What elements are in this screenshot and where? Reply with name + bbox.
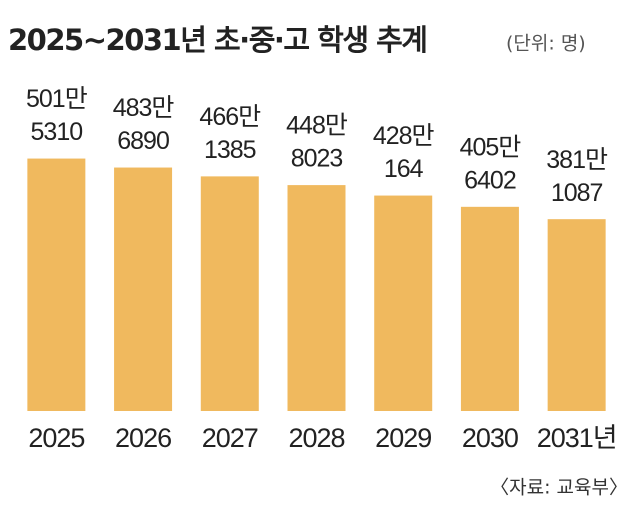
x-tick-label: 2028: [288, 423, 344, 453]
chart-source: 〈자료: 교육부〉: [490, 477, 628, 499]
x-tick-label: 2030: [462, 423, 518, 453]
bar: [287, 185, 346, 411]
x-tick-label: 2031년: [537, 423, 617, 453]
x-tick-label: 2027: [202, 423, 258, 453]
bar: [114, 167, 173, 411]
value-label: 428만: [373, 122, 435, 150]
value-label: 1087: [551, 179, 603, 207]
value-label: 501만: [26, 85, 88, 113]
value-label: 466만: [199, 103, 261, 131]
value-label: 448만: [286, 112, 348, 140]
bar: [374, 195, 433, 411]
x-tick-label: 2025: [28, 423, 84, 453]
x-tick-label: 2029: [375, 423, 431, 453]
value-label: 483만: [113, 94, 175, 122]
chart-unit: (단위: 명): [506, 33, 586, 55]
bar: [200, 176, 259, 411]
bar: [547, 219, 606, 411]
bar: [27, 158, 86, 411]
value-label: 164: [384, 155, 424, 183]
value-label: 381만: [546, 146, 608, 174]
chart-title: 2025~2031년 초·중·고 학생 추계: [8, 23, 427, 57]
value-label: 1385: [204, 136, 256, 164]
value-label: 6402: [464, 166, 516, 194]
x-tick-label: 2026: [115, 423, 171, 453]
bar: [460, 206, 519, 411]
value-label: 5310: [31, 118, 83, 146]
value-label: 6890: [117, 127, 169, 155]
value-label: 405만: [460, 133, 522, 161]
value-label: 8023: [291, 145, 343, 173]
